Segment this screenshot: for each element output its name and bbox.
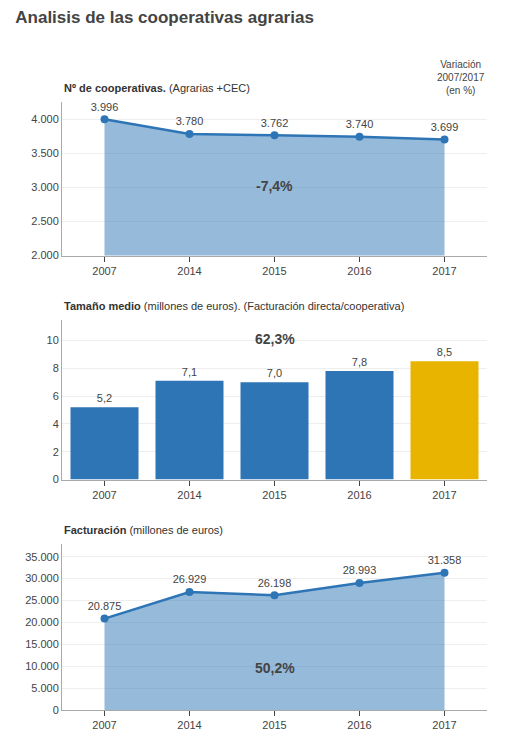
svg-text:3.000: 3.000 bbox=[31, 181, 59, 193]
svg-text:2015: 2015 bbox=[262, 719, 286, 731]
svg-text:2007: 2007 bbox=[92, 489, 116, 501]
svg-text:25.000: 25.000 bbox=[25, 594, 59, 606]
svg-text:3.699: 3.699 bbox=[431, 121, 459, 133]
svg-text:3.740: 3.740 bbox=[346, 118, 374, 130]
svg-text:26.929: 26.929 bbox=[173, 573, 207, 585]
svg-text:4.000: 4.000 bbox=[31, 113, 59, 125]
svg-text:2.500: 2.500 bbox=[31, 215, 59, 227]
svg-text:3.780: 3.780 bbox=[176, 115, 204, 127]
svg-text:2014: 2014 bbox=[177, 719, 201, 731]
svg-text:8: 8 bbox=[53, 362, 59, 374]
svg-text:2014: 2014 bbox=[177, 489, 201, 501]
svg-text:6: 6 bbox=[53, 390, 59, 402]
svg-text:3.762: 3.762 bbox=[261, 117, 289, 129]
svg-text:10: 10 bbox=[47, 334, 59, 346]
svg-text:50,2%: 50,2% bbox=[255, 660, 295, 676]
svg-text:7,0: 7,0 bbox=[267, 367, 282, 379]
svg-text:7,8: 7,8 bbox=[352, 356, 367, 368]
svg-text:2017: 2017 bbox=[432, 719, 456, 731]
svg-text:5,2: 5,2 bbox=[97, 392, 112, 404]
svg-text:35.000: 35.000 bbox=[25, 551, 59, 563]
svg-text:8,5: 8,5 bbox=[437, 346, 452, 358]
svg-text:Nº de cooperativas. (Agrarias: Nº de cooperativas. (Agrarias +CEC) bbox=[64, 82, 250, 94]
svg-text:2007: 2007 bbox=[92, 719, 116, 731]
svg-text:10.000: 10.000 bbox=[25, 660, 59, 672]
svg-text:-7,4%: -7,4% bbox=[256, 178, 293, 194]
svg-text:Variación2007/2017(en %): Variación2007/2017(en %) bbox=[437, 59, 485, 96]
svg-text:20.000: 20.000 bbox=[25, 616, 59, 628]
svg-text:2.000: 2.000 bbox=[31, 249, 59, 261]
svg-text:Facturación (millones de euros: Facturación (millones de euros) bbox=[64, 524, 223, 536]
svg-text:2015: 2015 bbox=[262, 489, 286, 501]
svg-text:2016: 2016 bbox=[347, 265, 371, 277]
svg-text:0: 0 bbox=[53, 473, 59, 485]
svg-text:20.875: 20.875 bbox=[88, 600, 122, 612]
svg-text:31.358: 31.358 bbox=[428, 554, 462, 566]
svg-text:3.996: 3.996 bbox=[91, 101, 119, 113]
svg-text:2016: 2016 bbox=[347, 489, 371, 501]
svg-text:Tamaño medio (millones de euro: Tamaño medio (millones de euros). (Factu… bbox=[64, 300, 404, 312]
svg-text:62,3%: 62,3% bbox=[255, 331, 295, 347]
svg-text:2017: 2017 bbox=[432, 265, 456, 277]
svg-text:26.198: 26.198 bbox=[258, 577, 292, 589]
svg-text:4: 4 bbox=[53, 418, 59, 430]
svg-text:5.000: 5.000 bbox=[31, 682, 59, 694]
svg-text:28.993: 28.993 bbox=[343, 564, 377, 576]
svg-text:2007: 2007 bbox=[92, 265, 116, 277]
svg-text:2017: 2017 bbox=[432, 489, 456, 501]
svg-text:2016: 2016 bbox=[347, 719, 371, 731]
svg-text:2: 2 bbox=[53, 446, 59, 458]
svg-text:7,1: 7,1 bbox=[182, 366, 197, 378]
svg-text:0: 0 bbox=[53, 704, 59, 716]
svg-text:15.000: 15.000 bbox=[25, 638, 59, 650]
svg-text:30.000: 30.000 bbox=[25, 572, 59, 584]
svg-text:2015: 2015 bbox=[262, 265, 286, 277]
svg-text:Analisis de las cooperativas a: Analisis de las cooperativas agrarias bbox=[15, 8, 314, 27]
svg-text:2014: 2014 bbox=[177, 265, 201, 277]
svg-text:3.500: 3.500 bbox=[31, 147, 59, 159]
